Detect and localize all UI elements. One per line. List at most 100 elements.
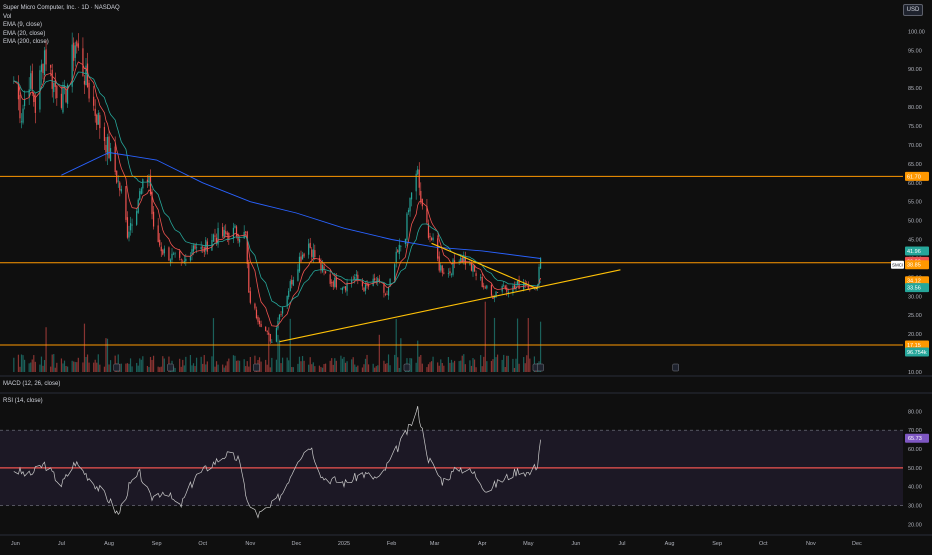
time-axis-label: Feb — [387, 541, 396, 547]
volume-bar — [160, 366, 162, 372]
volume-bar — [142, 356, 144, 372]
candle-body — [323, 266, 325, 270]
volume-bar — [74, 361, 76, 372]
volume-bar — [200, 356, 202, 372]
volume-bar — [45, 327, 47, 372]
volume-bar — [463, 354, 465, 372]
volume-bar — [364, 358, 367, 372]
candle-body — [298, 256, 301, 272]
candle-body — [367, 284, 370, 287]
candle-body — [93, 96, 95, 106]
volume-bar — [243, 359, 245, 372]
candle-body — [51, 69, 53, 89]
volume-bar — [357, 365, 359, 372]
volume-bar — [71, 360, 73, 372]
ema200-line — [61, 152, 541, 259]
volume-bar — [481, 366, 483, 372]
candle-body — [329, 274, 331, 284]
volume-bar — [378, 334, 380, 372]
candle-body — [377, 278, 379, 282]
ema20-label: EMA (20, close) — [3, 30, 46, 37]
candle-body — [384, 293, 387, 295]
candle-body — [395, 251, 397, 263]
candle-body — [400, 246, 402, 247]
event-marker-icon — [113, 363, 120, 372]
event-marker-icon — [253, 363, 260, 372]
candle-body — [192, 245, 195, 252]
volume-bar — [366, 354, 368, 372]
trendline-support — [279, 269, 621, 343]
candle-body — [53, 82, 55, 93]
candle-body — [22, 108, 24, 123]
candle-body — [440, 265, 442, 271]
candle-body — [235, 226, 238, 237]
volume-bar — [361, 367, 364, 372]
volume-bar — [355, 366, 357, 372]
volume-bar — [460, 360, 462, 372]
volume-bar — [394, 354, 396, 372]
price-tick-label: 65.00 — [908, 162, 922, 168]
candle-body — [483, 285, 485, 288]
candle-body — [248, 262, 250, 293]
price-tick-label: 10.00 — [908, 370, 922, 376]
volume-bar — [377, 365, 379, 372]
volume-bar — [73, 361, 75, 372]
candle-body — [311, 249, 313, 257]
volume-bar — [496, 354, 499, 372]
candle-body — [406, 213, 408, 240]
candle-body — [301, 254, 304, 260]
candle-body — [493, 296, 496, 299]
volume-bar — [225, 365, 227, 372]
price-badge-label: 38.85 — [907, 263, 921, 269]
candle-body — [232, 227, 235, 239]
volume-bar — [286, 357, 288, 372]
price-tick-label: 80.00 — [908, 105, 922, 111]
volume-bar — [426, 367, 428, 372]
volume-bar — [354, 364, 356, 372]
volume-bar — [486, 361, 488, 372]
volume-bar — [452, 362, 454, 372]
candle-body — [432, 237, 434, 241]
volume-bar — [438, 365, 440, 372]
volume-bar — [352, 357, 354, 372]
candle-body — [289, 281, 291, 292]
candle-body — [82, 48, 84, 76]
price-tick-label: 55.00 — [908, 200, 922, 206]
candle-body — [507, 291, 509, 294]
candle-body — [443, 272, 445, 274]
candle-body — [533, 288, 536, 290]
volume-bar — [301, 356, 304, 372]
candle-body — [475, 273, 477, 276]
candle-body — [77, 43, 79, 48]
price-tick-label: 90.00 — [908, 67, 922, 73]
candle-body — [217, 228, 219, 245]
time-axis-label: Oct — [759, 541, 768, 547]
volume-bar — [384, 363, 387, 372]
candle-body — [303, 253, 305, 257]
candle-body — [260, 323, 262, 328]
price-badge-label: 34.12 — [907, 279, 921, 285]
volume-bars — [13, 301, 542, 372]
volume-bar — [351, 359, 353, 372]
candle-body — [151, 191, 153, 215]
candle-body — [308, 243, 310, 255]
volume-bar — [140, 359, 142, 372]
candle-body — [452, 259, 454, 275]
volume-bar — [375, 366, 377, 372]
candle-body — [160, 246, 162, 252]
candle-body — [354, 276, 356, 279]
candle-body — [506, 287, 508, 292]
currency-button[interactable]: USD — [903, 4, 923, 16]
ema20-line — [13, 71, 541, 308]
grid-layer — [0, 375, 932, 536]
volume-bar — [266, 364, 268, 372]
candle-body — [136, 211, 138, 225]
volume-bar — [203, 355, 205, 372]
volume-bar — [529, 358, 531, 372]
candle-body — [206, 241, 208, 252]
candle-body — [281, 307, 284, 314]
candle-body — [268, 332, 270, 335]
symbol-title: Super Micro Computer, Inc. · 1D · NASDAQ — [3, 5, 120, 11]
